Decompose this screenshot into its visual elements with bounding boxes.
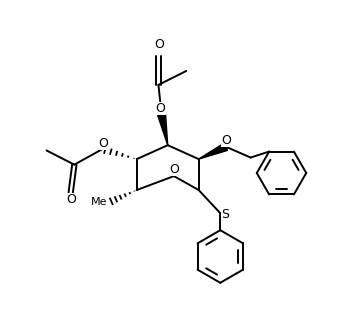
Polygon shape xyxy=(158,114,168,145)
Text: S: S xyxy=(221,207,229,221)
Text: Me: Me xyxy=(91,197,108,207)
Polygon shape xyxy=(199,143,228,159)
Text: O: O xyxy=(66,193,76,207)
Text: O: O xyxy=(154,38,164,51)
Text: O: O xyxy=(170,163,179,176)
Text: O: O xyxy=(98,137,108,150)
Text: O: O xyxy=(156,102,166,115)
Text: O: O xyxy=(221,134,231,147)
